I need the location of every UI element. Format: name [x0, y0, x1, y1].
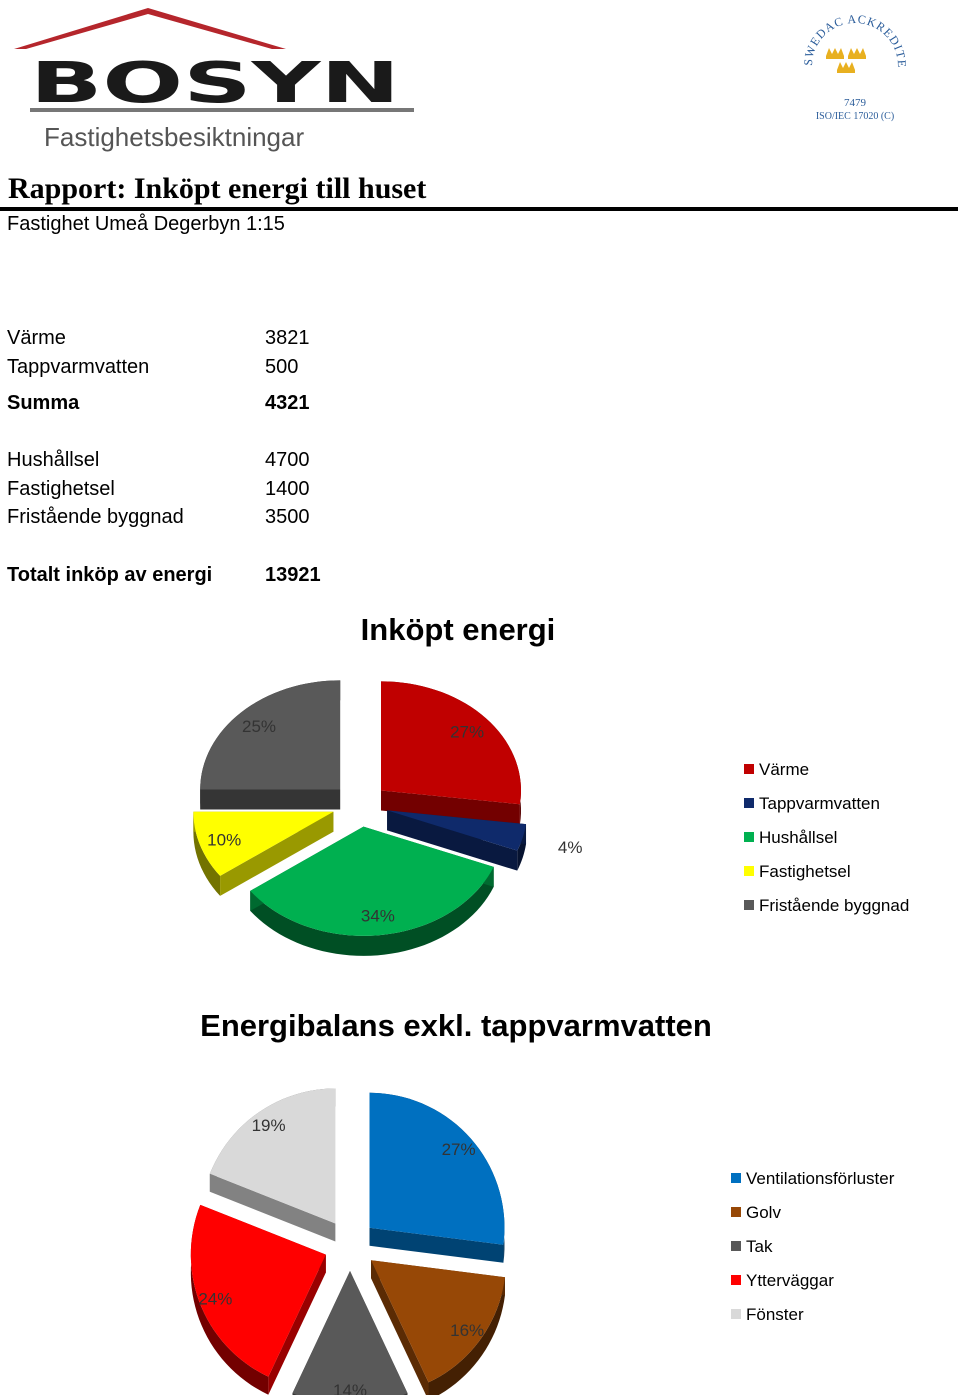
three-crowns-icon — [826, 48, 866, 73]
pie-slice-fonster — [209, 1088, 336, 1242]
row-label: Hushållsel — [7, 449, 100, 471]
pie-slice-hushallsel — [250, 826, 494, 956]
data-label-fonster: 19% — [252, 1116, 286, 1135]
seal-ring-text: SWEDAC ACKREDITERING — [800, 8, 909, 68]
legend-swatch-golv — [731, 1207, 741, 1217]
legend-label-tak: Tak — [746, 1237, 773, 1256]
data-label-tappvarmvatten: 4% — [558, 838, 583, 857]
legend-swatch-varme — [744, 764, 754, 774]
seal-number: 7479 — [844, 97, 867, 109]
table-row-sum: Summa 4321 — [7, 390, 310, 416]
pie-slice-fastighetsel — [193, 811, 334, 896]
legend-swatch-fastighetsel — [744, 866, 754, 876]
data-label-fristaende-byggnad: 25% — [242, 717, 276, 736]
legend-label-varme: Värme — [759, 760, 809, 779]
legend-label-fastighetsel: Fastighetsel — [759, 862, 851, 881]
pie-chart-svg: Inköpt energi 27% 4% 34% 10% 25% Värme Tappvarm… — [193, 612, 909, 956]
data-label-fastighetsel: 10% — [207, 830, 241, 849]
pie-slice-yttervaggar — [190, 1204, 326, 1395]
legend-swatch-yttervaggar — [731, 1275, 741, 1285]
legend-swatch-tak — [731, 1241, 741, 1251]
legend-label-fristaende-byggnad: Fristående byggnad — [759, 896, 909, 915]
row-value: 3821 — [265, 327, 310, 349]
swedac-seal: SWEDAC ACKREDITERING 7479 ISO/IEC 17020 … — [800, 8, 909, 122]
legend-swatch-fonster — [731, 1309, 741, 1319]
legend-swatch-fristaende-byggnad — [744, 900, 754, 910]
legend-label-fonster: Fönster — [746, 1305, 804, 1324]
data-label-varme: 27% — [450, 722, 484, 741]
row-value: 13921 — [265, 564, 321, 586]
pie-slice-tappvarmvatten — [387, 810, 527, 871]
seal-standard: ISO/IEC 17020 (C) — [816, 111, 894, 122]
row-label: Värme — [7, 327, 66, 349]
pie-chart-svg: Energibalans exkl. tappvarmvatten 27% 16% 1… — [190, 1008, 895, 1395]
data-label-tak: 14% — [333, 1381, 367, 1395]
row-value: 1400 — [265, 478, 310, 500]
table-row: Tappvarmvatten 500 — [7, 354, 298, 380]
pie-slice-golv — [371, 1260, 505, 1395]
table-row: Värme 3821 — [7, 325, 310, 351]
row-value: 4700 — [265, 449, 310, 471]
data-label-yttervaggar: 24% — [198, 1289, 232, 1308]
logo-wordmark: BOSYN — [30, 51, 400, 116]
legend-swatch-tappvarmvatten — [744, 798, 754, 808]
chart-energibalans: Energibalans exkl. tappvarmvatten 27% 16% 1… — [0, 1000, 960, 1395]
chart-inkopt-energi: Inköpt energi 27% 4% 34% 10% 25% Värme Tappvarm… — [0, 600, 960, 990]
row-value: 3500 — [265, 506, 310, 528]
title-divider — [0, 207, 958, 211]
pie-slice-fristaende-byggnad — [200, 680, 341, 810]
row-label: Summa — [7, 392, 80, 414]
data-label-ventilationsforluster: 27% — [442, 1140, 476, 1159]
table-row: Fristående byggnad 3500 — [7, 504, 310, 530]
row-value: 4321 — [265, 392, 310, 414]
legend-swatch-hushallsel — [744, 832, 754, 842]
row-label: Fastighetsel — [7, 478, 115, 500]
row-label: Tappvarmvatten — [7, 356, 150, 378]
table-row-total: Totalt inköp av energi 13921 — [7, 562, 321, 588]
legend-label-yttervaggar: Ytterväggar — [746, 1271, 834, 1290]
chart-title: Inköpt energi — [361, 612, 556, 647]
pie-slice-ventilationsforluster — [369, 1092, 505, 1263]
logo-roof-icon — [14, 8, 286, 49]
table-row: Hushållsel 4700 — [7, 447, 310, 473]
legend-swatch-ventilationsforluster — [731, 1173, 741, 1183]
data-label-golv: 16% — [450, 1321, 484, 1340]
chart-title: Energibalans exkl. tappvarmvatten — [200, 1008, 712, 1043]
property-name: Fastighet Umeå Degerbyn 1:15 — [7, 213, 285, 235]
pie-slice-tak — [292, 1271, 408, 1395]
legend-label-ventilationsforluster: Ventilationsförluster — [746, 1169, 895, 1188]
pie-slice-varme — [381, 681, 521, 825]
row-value: 500 — [265, 356, 299, 378]
table-row: Fastighetsel 1400 — [7, 476, 310, 502]
row-label: Fristående byggnad — [7, 506, 184, 528]
legend-label-golv: Golv — [746, 1203, 781, 1222]
legend-label-hushallsel: Hushållsel — [759, 828, 837, 847]
logo-subtitle: Fastighetsbesiktningar — [44, 122, 304, 152]
row-label: Totalt inköp av energi — [7, 564, 213, 586]
bosyn-logo: BOSYN Fastighetsbesiktningar — [14, 8, 414, 152]
data-label-hushallsel: 34% — [361, 907, 395, 926]
legend-label-tappvarmvatten: Tappvarmvatten — [759, 794, 880, 813]
report-title: Rapport: Inköpt energi till huset — [8, 172, 427, 205]
